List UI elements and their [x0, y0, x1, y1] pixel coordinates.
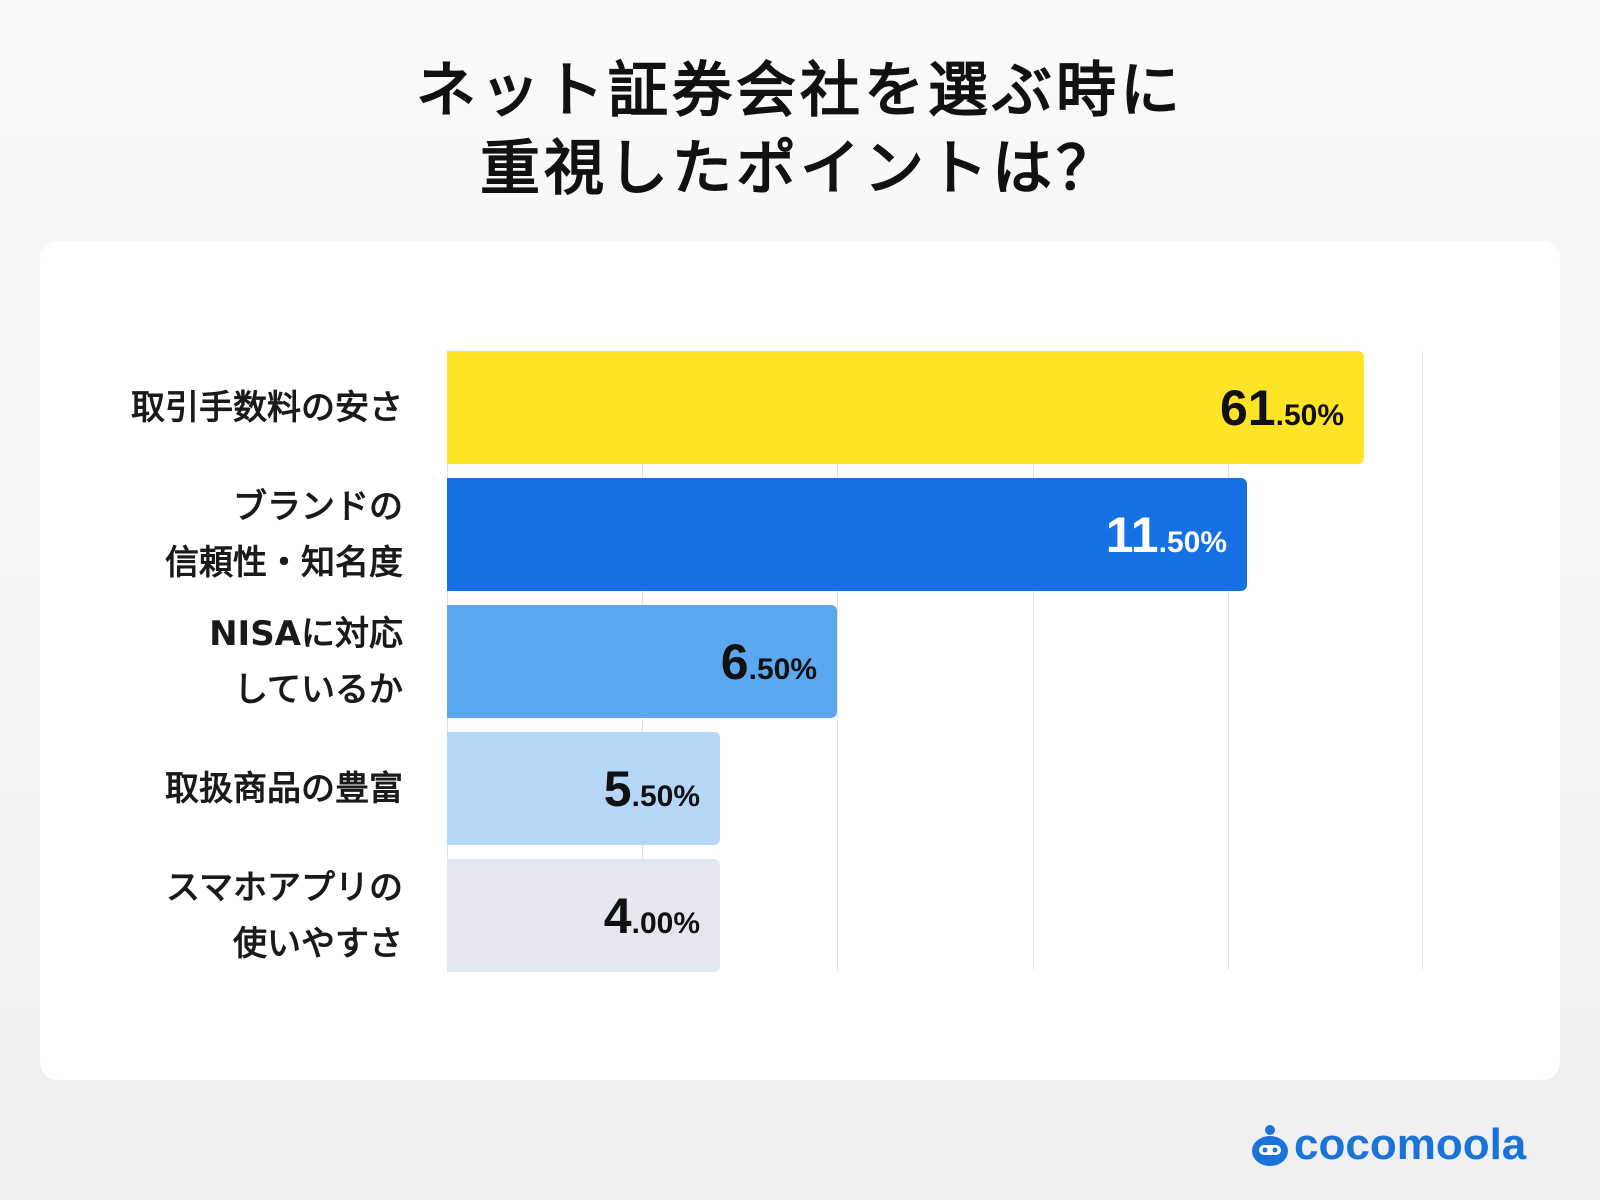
category-label: スマホアプリの使いやすさ — [60, 859, 403, 972]
category-label: ブランドの信頼性・知名度 — [60, 478, 403, 591]
gridline — [837, 351, 838, 970]
data-label-dec: .00% — [631, 906, 700, 940]
data-label: 6.50% — [721, 633, 817, 691]
data-label: 4.00% — [604, 887, 700, 945]
bar: 4.00% — [447, 859, 720, 972]
mascot-icon — [1252, 1125, 1288, 1166]
gridline — [1422, 351, 1423, 970]
cocomoola-logo: cocomoola — [1250, 1120, 1526, 1170]
brand-name: cocomoola — [1294, 1120, 1527, 1169]
category-label-line: NISAに対応 — [209, 613, 403, 654]
data-label-dec: .50% — [748, 652, 817, 686]
data-label-dec: .50% — [1158, 525, 1227, 559]
category-label: 取扱商品の豊富 — [60, 732, 403, 845]
category-label-line: 取引手数料の安さ — [131, 387, 403, 428]
bar: 6.50% — [447, 605, 837, 718]
data-label-dec: .50% — [1275, 398, 1344, 432]
bar: 61.50% — [447, 351, 1364, 464]
category-label-line: 使いやすさ — [233, 923, 403, 964]
category-label: NISAに対応しているか — [60, 605, 403, 718]
data-label: 11.50% — [1106, 506, 1227, 564]
data-label: 5.50% — [604, 760, 700, 818]
gridline — [1228, 351, 1229, 970]
data-label-int: 5 — [603, 760, 632, 817]
category-label: 取引手数料の安さ — [60, 351, 403, 464]
data-label-int: 4 — [603, 887, 632, 944]
data-label-int: 11 — [1105, 506, 1159, 563]
data-label-int: 6 — [720, 633, 749, 690]
category-label-line: 取扱商品の豊富 — [165, 768, 403, 809]
title-line-1: ネット証券会社を選ぶ時に — [416, 56, 1184, 126]
category-label-line: しているか — [234, 669, 403, 710]
bar: 5.50% — [447, 732, 720, 845]
title-line-2: 重視したポイントは？ — [480, 134, 1120, 204]
category-label-line: ブランドの — [233, 486, 403, 527]
bar: 11.50% — [447, 478, 1247, 591]
category-label-line: スマホアプリの — [166, 867, 403, 908]
chart-title: ネット証券会社を選ぶ時に 重視したポイントは？ — [0, 52, 1600, 208]
category-label-line: 信頼性・知名度 — [165, 542, 403, 583]
data-label-int: 61 — [1219, 379, 1276, 436]
data-label-dec: .50% — [631, 779, 700, 813]
data-label: 61.50% — [1220, 379, 1344, 437]
gridline — [1033, 351, 1034, 970]
